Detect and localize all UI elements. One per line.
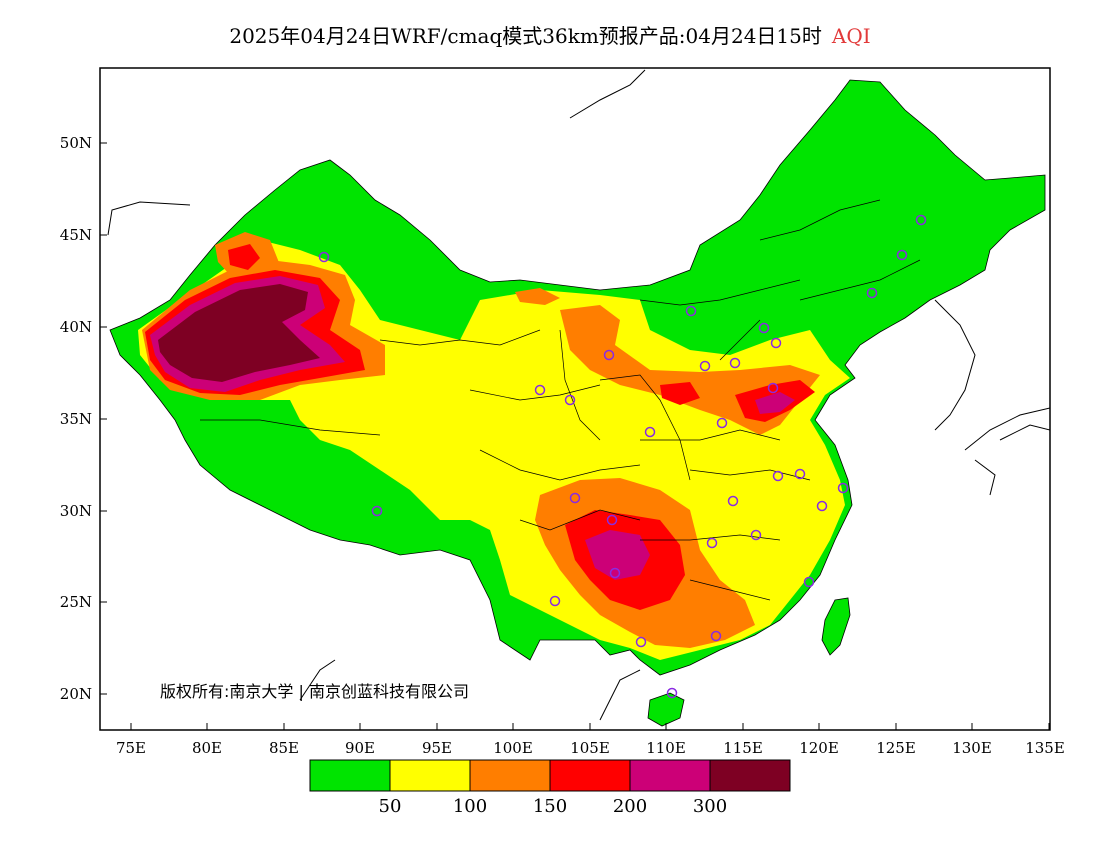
- legend-swatch-sensitive: [469, 759, 551, 792]
- legend-label: 50: [379, 796, 402, 817]
- aqi-legend: 50 100 150 200 300: [309, 759, 791, 817]
- station-marker: [866, 287, 878, 299]
- station-marker: [727, 495, 739, 507]
- taiwan-island: [821, 597, 851, 656]
- station-marker: [772, 470, 784, 482]
- lon-label: 75E: [116, 739, 146, 757]
- station-marker: [609, 567, 621, 579]
- aqi-unhealthy-north-xinjiang: [228, 244, 260, 270]
- station-marker: [371, 505, 383, 517]
- korea-japan-coastline: [934, 299, 1050, 496]
- station-marker: [564, 394, 576, 406]
- station-marker: [603, 349, 615, 361]
- station-marker: [685, 305, 697, 317]
- station-marker: [666, 687, 678, 699]
- russia-coastline: [107, 69, 646, 236]
- aqi-unhealthy-shaanxi: [660, 382, 700, 405]
- indochina-coastline: [299, 659, 641, 721]
- station-marker: [816, 500, 828, 512]
- lon-label: 115E: [723, 739, 763, 757]
- station-marker: [803, 576, 815, 588]
- lat-label: 25N: [60, 593, 92, 611]
- latitude-axis: 50N 45N 40N 35N 30N 25N 20N: [60, 134, 107, 703]
- station-marker: [606, 514, 618, 526]
- lon-label: 120E: [799, 739, 839, 757]
- aqi-very-unhealthy-southwest: [585, 530, 650, 580]
- station-marker: [549, 595, 561, 607]
- aqi-very-unhealthy-shandong: [755, 392, 795, 414]
- lon-label: 90E: [345, 739, 375, 757]
- station-marker: [837, 482, 849, 494]
- legend-swatch-moderate: [389, 759, 471, 792]
- copyright-text: 版权所有:南京大学 | 南京创蓝科技有限公司: [160, 682, 469, 701]
- lat-label: 45N: [60, 226, 92, 244]
- lon-label: 80E: [192, 739, 222, 757]
- station-marker: [569, 492, 581, 504]
- station-marker: [729, 357, 741, 369]
- lon-label: 130E: [952, 739, 992, 757]
- legend-swatch-good: [309, 759, 391, 792]
- station-marker: [318, 251, 330, 263]
- station-marker: [706, 537, 718, 549]
- lon-label: 100E: [493, 739, 533, 757]
- station-marker: [716, 417, 728, 429]
- station-marker: [758, 322, 770, 334]
- hainan-island: [647, 692, 685, 727]
- lon-label: 105E: [570, 739, 610, 757]
- lon-label: 125E: [876, 739, 916, 757]
- station-marker: [767, 382, 779, 394]
- lon-label: 85E: [269, 739, 299, 757]
- lat-label: 35N: [60, 410, 92, 428]
- province-boundaries: [200, 199, 921, 601]
- legend-label: 100: [453, 796, 487, 817]
- aqi-hazardous-xinjiang: [158, 284, 320, 382]
- lat-label: 40N: [60, 318, 92, 336]
- legend-swatch-very-unhealthy: [629, 759, 711, 792]
- station-marker: [710, 630, 722, 642]
- aqi-sensitive-inner-mongolia: [515, 288, 560, 305]
- station-marker: [635, 636, 647, 648]
- station-marker: [699, 360, 711, 372]
- title-variable: AQI: [831, 24, 871, 48]
- lat-label: 20N: [60, 685, 92, 703]
- legend-label: 200: [613, 796, 647, 817]
- title-main: 2025年04月24日WRF/cmaq模式36km预报产品:04月24日15时: [229, 24, 822, 48]
- legend-label: 150: [533, 796, 567, 817]
- longitude-axis: 75E 80E 85E 90E 95E 100E 105E 110E 115E …: [116, 723, 1065, 757]
- lat-label: 30N: [60, 502, 92, 520]
- station-marker: [770, 337, 782, 349]
- station-marker: [750, 529, 762, 541]
- legend-swatch-unhealthy: [549, 759, 631, 792]
- station-marker: [534, 384, 546, 396]
- station-marker: [794, 468, 806, 480]
- station-marker: [896, 249, 908, 261]
- legend-swatch-hazardous: [709, 759, 791, 792]
- map-title: 2025年04月24日WRF/cmaq模式36km预报产品:04月24日15时 A…: [0, 20, 1100, 49]
- station-marker: [644, 426, 656, 438]
- station-marker: [915, 214, 927, 226]
- lon-label: 95E: [422, 739, 452, 757]
- legend-label: 300: [693, 796, 727, 817]
- lon-label: 110E: [646, 739, 686, 757]
- station-markers: [318, 214, 927, 699]
- lat-label: 50N: [60, 134, 92, 152]
- lon-label: 135E: [1025, 739, 1065, 757]
